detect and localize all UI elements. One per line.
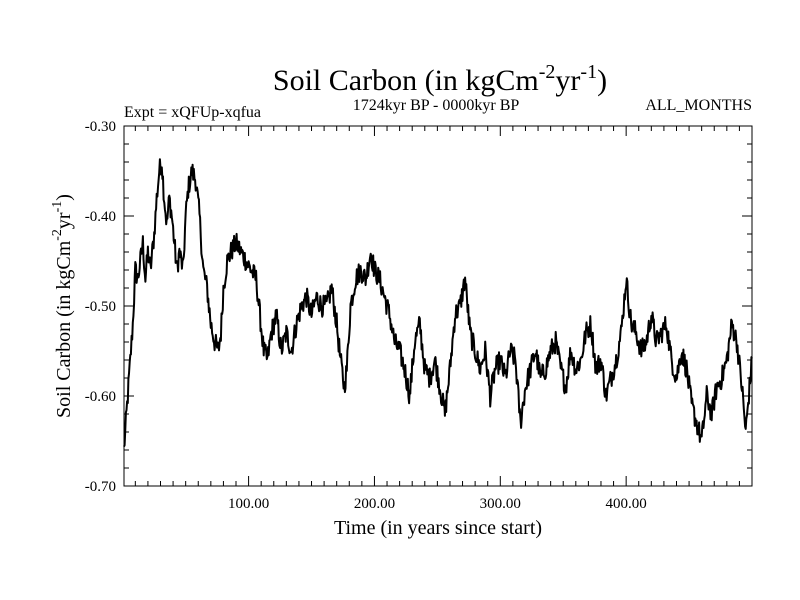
x-tick-label: 200.00 (354, 496, 395, 512)
x-axis-label: Time (in years since start) (334, 517, 542, 539)
y-tick-label: -0.30 (85, 119, 116, 135)
x-tick-label: 100.00 (228, 496, 269, 512)
y-tick-label: -0.50 (85, 299, 116, 315)
y-tick-label: -0.40 (85, 209, 116, 225)
y-tick-label: -0.60 (85, 389, 116, 405)
series-line-soil-carbon (123, 158, 753, 447)
x-axis-ticks (134, 126, 740, 486)
y-axis-tick-labels: -0.30 -0.40 -0.50 -0.60 -0.70 (85, 119, 116, 495)
x-tick-label: 400.00 (606, 496, 647, 512)
months-label: ALL_MONTHS (645, 97, 752, 114)
plot-frame (123, 125, 753, 487)
chart-title: Soil Carbon (in kgCm-2yr-1) (273, 61, 607, 97)
x-axis-tick-labels: 100.00 200.00 300.00 400.00 (228, 496, 647, 512)
x-tick-label: 300.00 (480, 496, 521, 512)
time-range-label: 1724kyr BP - 0000kyr BP (353, 97, 520, 114)
experiment-label: Expt = xQFUp-xqfua (124, 104, 261, 121)
y-tick-label: -0.70 (85, 479, 116, 495)
y-axis-ticks (124, 125, 752, 487)
y-axis-label: Soil Carbon (in kgCm-2yr-1) (50, 194, 75, 418)
